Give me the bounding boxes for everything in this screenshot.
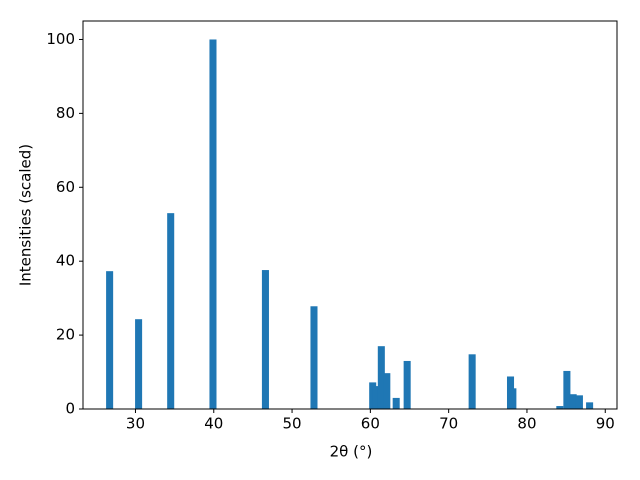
bar bbox=[468, 354, 476, 409]
y-tick-label: 40 bbox=[56, 252, 75, 270]
bar bbox=[372, 386, 380, 409]
y-axis-label: Intensities (scaled) bbox=[17, 144, 35, 286]
bar bbox=[403, 360, 411, 409]
x-tick-label: 70 bbox=[439, 415, 458, 433]
bar bbox=[556, 406, 564, 409]
y-tick-label: 20 bbox=[56, 326, 75, 344]
bar bbox=[586, 402, 594, 409]
x-axis-label: 2θ (°) bbox=[330, 443, 373, 461]
x-tick-label: 30 bbox=[126, 415, 145, 433]
bar bbox=[106, 271, 114, 409]
bar bbox=[563, 370, 571, 409]
bar bbox=[209, 39, 217, 409]
bar bbox=[569, 394, 577, 409]
bar bbox=[310, 306, 318, 409]
x-tick-label: 50 bbox=[283, 415, 302, 433]
x-tick-label: 60 bbox=[361, 415, 380, 433]
bar bbox=[575, 395, 583, 409]
y-tick-label: 80 bbox=[56, 104, 75, 122]
x-tick-label: 40 bbox=[204, 415, 223, 433]
bar bbox=[135, 319, 143, 409]
x-tick-label: 80 bbox=[517, 415, 536, 433]
plot-frame bbox=[82, 20, 618, 410]
bar bbox=[383, 373, 391, 409]
y-tick-label: 100 bbox=[46, 30, 75, 48]
bar bbox=[392, 397, 400, 409]
y-tick-label: 0 bbox=[65, 400, 75, 418]
y-tick-label: 60 bbox=[56, 178, 75, 196]
bar bbox=[167, 213, 175, 409]
bar bbox=[261, 270, 269, 409]
x-tick-label: 90 bbox=[596, 415, 615, 433]
bar bbox=[377, 346, 385, 409]
bar bbox=[509, 388, 517, 409]
